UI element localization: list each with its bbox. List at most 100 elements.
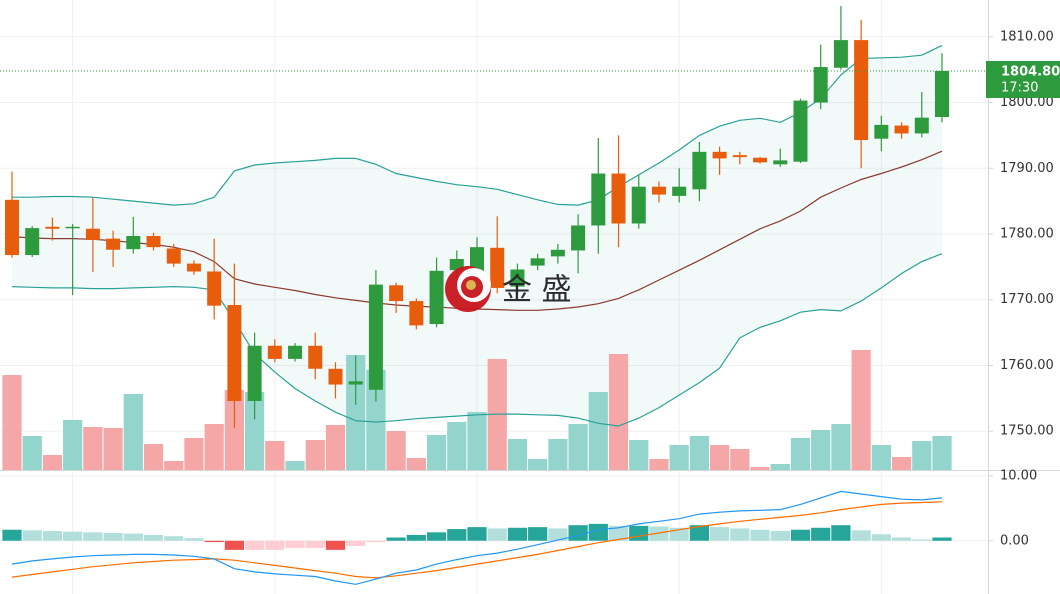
candle-body [874, 124, 889, 139]
candle-body [368, 284, 383, 390]
volume-bar [386, 431, 406, 470]
histogram-bar [2, 529, 22, 541]
histogram-bar [447, 529, 467, 541]
volume-bar [831, 424, 851, 470]
candle-body [611, 173, 626, 224]
volume-bar [629, 440, 649, 470]
watermark: 金 盛 [445, 266, 572, 312]
candle-body [166, 248, 181, 264]
histogram-bar [123, 533, 143, 541]
volume-bar [42, 455, 63, 470]
volume-bar [710, 445, 730, 470]
volume-bar [467, 412, 487, 470]
volume-bar [103, 428, 123, 470]
volume-bar [528, 459, 548, 470]
band-fill [12, 45, 942, 427]
volume-bar [851, 350, 871, 470]
candle-body [510, 269, 525, 287]
candle-body [712, 151, 727, 159]
histogram-bar [710, 527, 730, 541]
volume-bar [285, 461, 305, 470]
histogram-bar [548, 528, 568, 541]
volume-bar [811, 430, 831, 470]
volume-bar [426, 435, 447, 470]
candle-body [186, 263, 201, 272]
candle-body [894, 125, 909, 134]
volume-bar [548, 439, 568, 470]
histogram-bar [649, 526, 669, 541]
volume-bar [265, 441, 285, 470]
axis-background [988, 0, 1060, 594]
histogram-bar [831, 525, 851, 541]
histogram-bar [811, 527, 831, 541]
candle-body [227, 305, 242, 401]
volume-bar [143, 444, 164, 470]
y-tick-label: 1800.00 [1000, 95, 1054, 110]
y-tick-label: 0.00 [1000, 533, 1029, 548]
candle-body [773, 160, 788, 165]
volume-bar [669, 445, 689, 470]
countdown-label: 17:30 [1001, 80, 1038, 95]
histogram-bar [42, 531, 63, 541]
candle-body [126, 235, 141, 250]
histogram-bar [467, 527, 487, 541]
histogram-bar [871, 534, 891, 541]
histogram-bar [204, 540, 224, 543]
candle-body [571, 225, 586, 251]
candle-body [813, 67, 828, 103]
histogram-bar [629, 525, 649, 541]
signal-line [11, 501, 943, 579]
band-upper [12, 44, 943, 206]
candle-body [389, 285, 404, 302]
candle-body [672, 186, 687, 196]
histogram-bar [750, 529, 770, 541]
candle-body [854, 40, 869, 141]
volume-bar [164, 461, 184, 470]
histogram-bar [932, 537, 952, 541]
candle-body [631, 186, 646, 224]
y-tick-label: 1760.00 [1000, 358, 1054, 373]
y-tick-label: 1780.00 [1000, 227, 1054, 242]
histogram-bar [325, 540, 346, 550]
volume-bar [22, 436, 42, 470]
logo-gold [466, 280, 476, 290]
volume-bar [447, 422, 467, 470]
volume-bar [204, 424, 224, 470]
histogram-bar [103, 532, 123, 541]
volume-bar [507, 439, 528, 470]
candle-body [470, 247, 484, 272]
last-price-label: 1804.80 [1001, 64, 1060, 79]
y-tick-label: 1810.00 [1000, 29, 1054, 44]
histogram-bar [790, 529, 811, 541]
candle-body [5, 199, 19, 256]
band-lower [11, 253, 943, 427]
candle-body [65, 226, 80, 229]
volume-bar [224, 390, 244, 470]
volume-bar [366, 370, 386, 470]
candle-body [530, 258, 545, 266]
volume-bar [63, 420, 83, 470]
histogram-bar [730, 528, 750, 541]
histogram-bar [689, 525, 709, 541]
candle-body [348, 381, 363, 385]
candle-body [914, 117, 929, 134]
volume-bar [568, 424, 588, 470]
histogram-bar [265, 540, 285, 550]
volume-bar [245, 392, 265, 470]
candle-body [146, 235, 161, 248]
volume-bar [932, 436, 952, 470]
y-tick-label: 1750.00 [1000, 424, 1054, 439]
candle-body [935, 70, 949, 118]
histogram-bar [912, 539, 932, 541]
candle-body [793, 100, 808, 162]
candle-body [207, 271, 222, 306]
volume-bar [2, 375, 22, 470]
candle-body [651, 186, 666, 195]
candle-body [288, 345, 303, 359]
histogram-bar [528, 527, 548, 541]
volume-bar [750, 467, 770, 470]
histogram-bar [487, 528, 507, 541]
